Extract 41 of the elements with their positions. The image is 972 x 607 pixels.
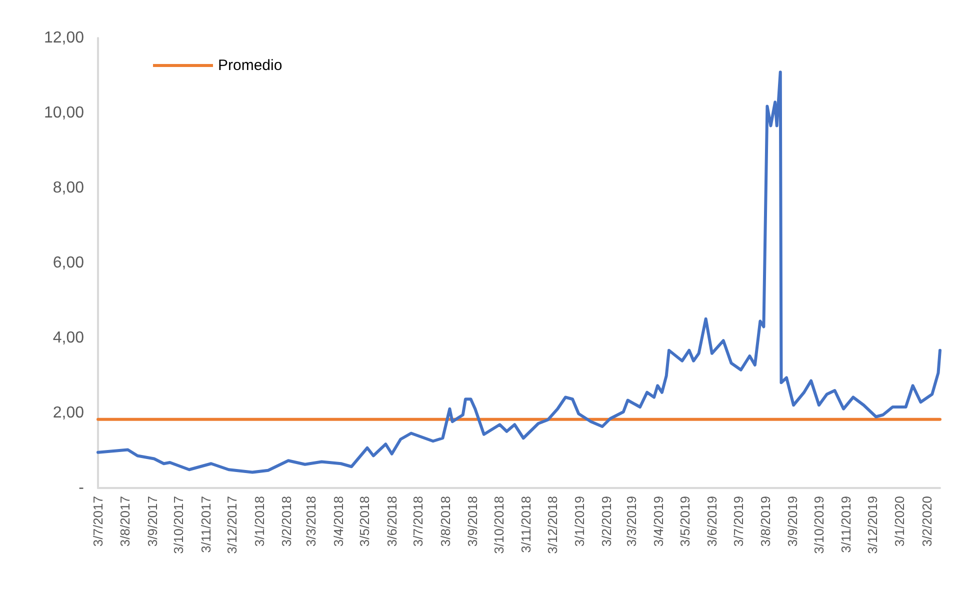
x-tick-label: 3/6/2019	[704, 496, 720, 547]
x-tick-label: 3/11/2019	[838, 496, 854, 553]
x-tick-label: 3/1/2020	[892, 496, 908, 547]
y-tick-label: 12,00	[44, 30, 84, 46]
x-tick-label: 3/8/2017	[118, 496, 133, 547]
x-tick-label: 3/8/2018	[438, 496, 453, 547]
y-tick-label: 8,00	[52, 180, 84, 196]
x-tick-label: 3/12/2017	[224, 496, 240, 554]
x-tick-label: 3/4/2019	[650, 496, 666, 547]
x-tick-label: 3/10/2019	[811, 496, 826, 554]
x-tick-label: 3/5/2018	[357, 496, 372, 547]
x-tick-label: 3/10/2018	[491, 496, 506, 554]
line-series	[96, 70, 942, 474]
x-tick-label: 3/9/2017	[144, 496, 160, 547]
x-tick-label: 3/7/2019	[730, 496, 746, 547]
y-tick-label: 4,00	[52, 330, 84, 346]
x-tick-label: 3/2/2018	[279, 496, 294, 547]
x-tick-label: 3/12/2019	[864, 496, 880, 554]
legend-label: Promedio	[218, 57, 282, 74]
y-tick-label: 10,00	[44, 104, 84, 122]
x-tick-label: 3/2/2020	[919, 496, 934, 547]
y-tick-label: 2,00	[52, 404, 84, 422]
x-tick-label: 3/7/2018	[410, 496, 426, 547]
x-tick-label: 3/1/2018	[252, 496, 267, 547]
y-tick-label: 6,00	[52, 254, 84, 272]
x-tick-label: 3/6/2018	[384, 496, 400, 547]
x-tick-label: 3/7/2017	[90, 496, 106, 547]
x-tick-label: 3/8/2019	[758, 496, 773, 547]
x-tick-label: 3/1/2019	[572, 496, 588, 547]
x-tick-label: 3/5/2019	[677, 496, 692, 547]
x-tick-label: 3/3/2019	[624, 496, 639, 547]
y-tick-label: -	[78, 480, 84, 496]
x-tick-label: 3/11/2017	[198, 496, 214, 553]
x-tick-label: 3/2/2019	[599, 496, 614, 547]
x-tick-label: 3/4/2018	[330, 496, 346, 547]
x-tick-label: 3/9/2018	[465, 496, 480, 547]
x-tick-label: 3/11/2018	[518, 496, 534, 553]
x-tick-label: 3/12/2018	[544, 496, 560, 554]
x-tick-label: 3/10/2017	[171, 496, 186, 554]
x-tick-label: 3/3/2018	[304, 496, 319, 547]
x-tick-label: 3/9/2019	[785, 496, 800, 547]
